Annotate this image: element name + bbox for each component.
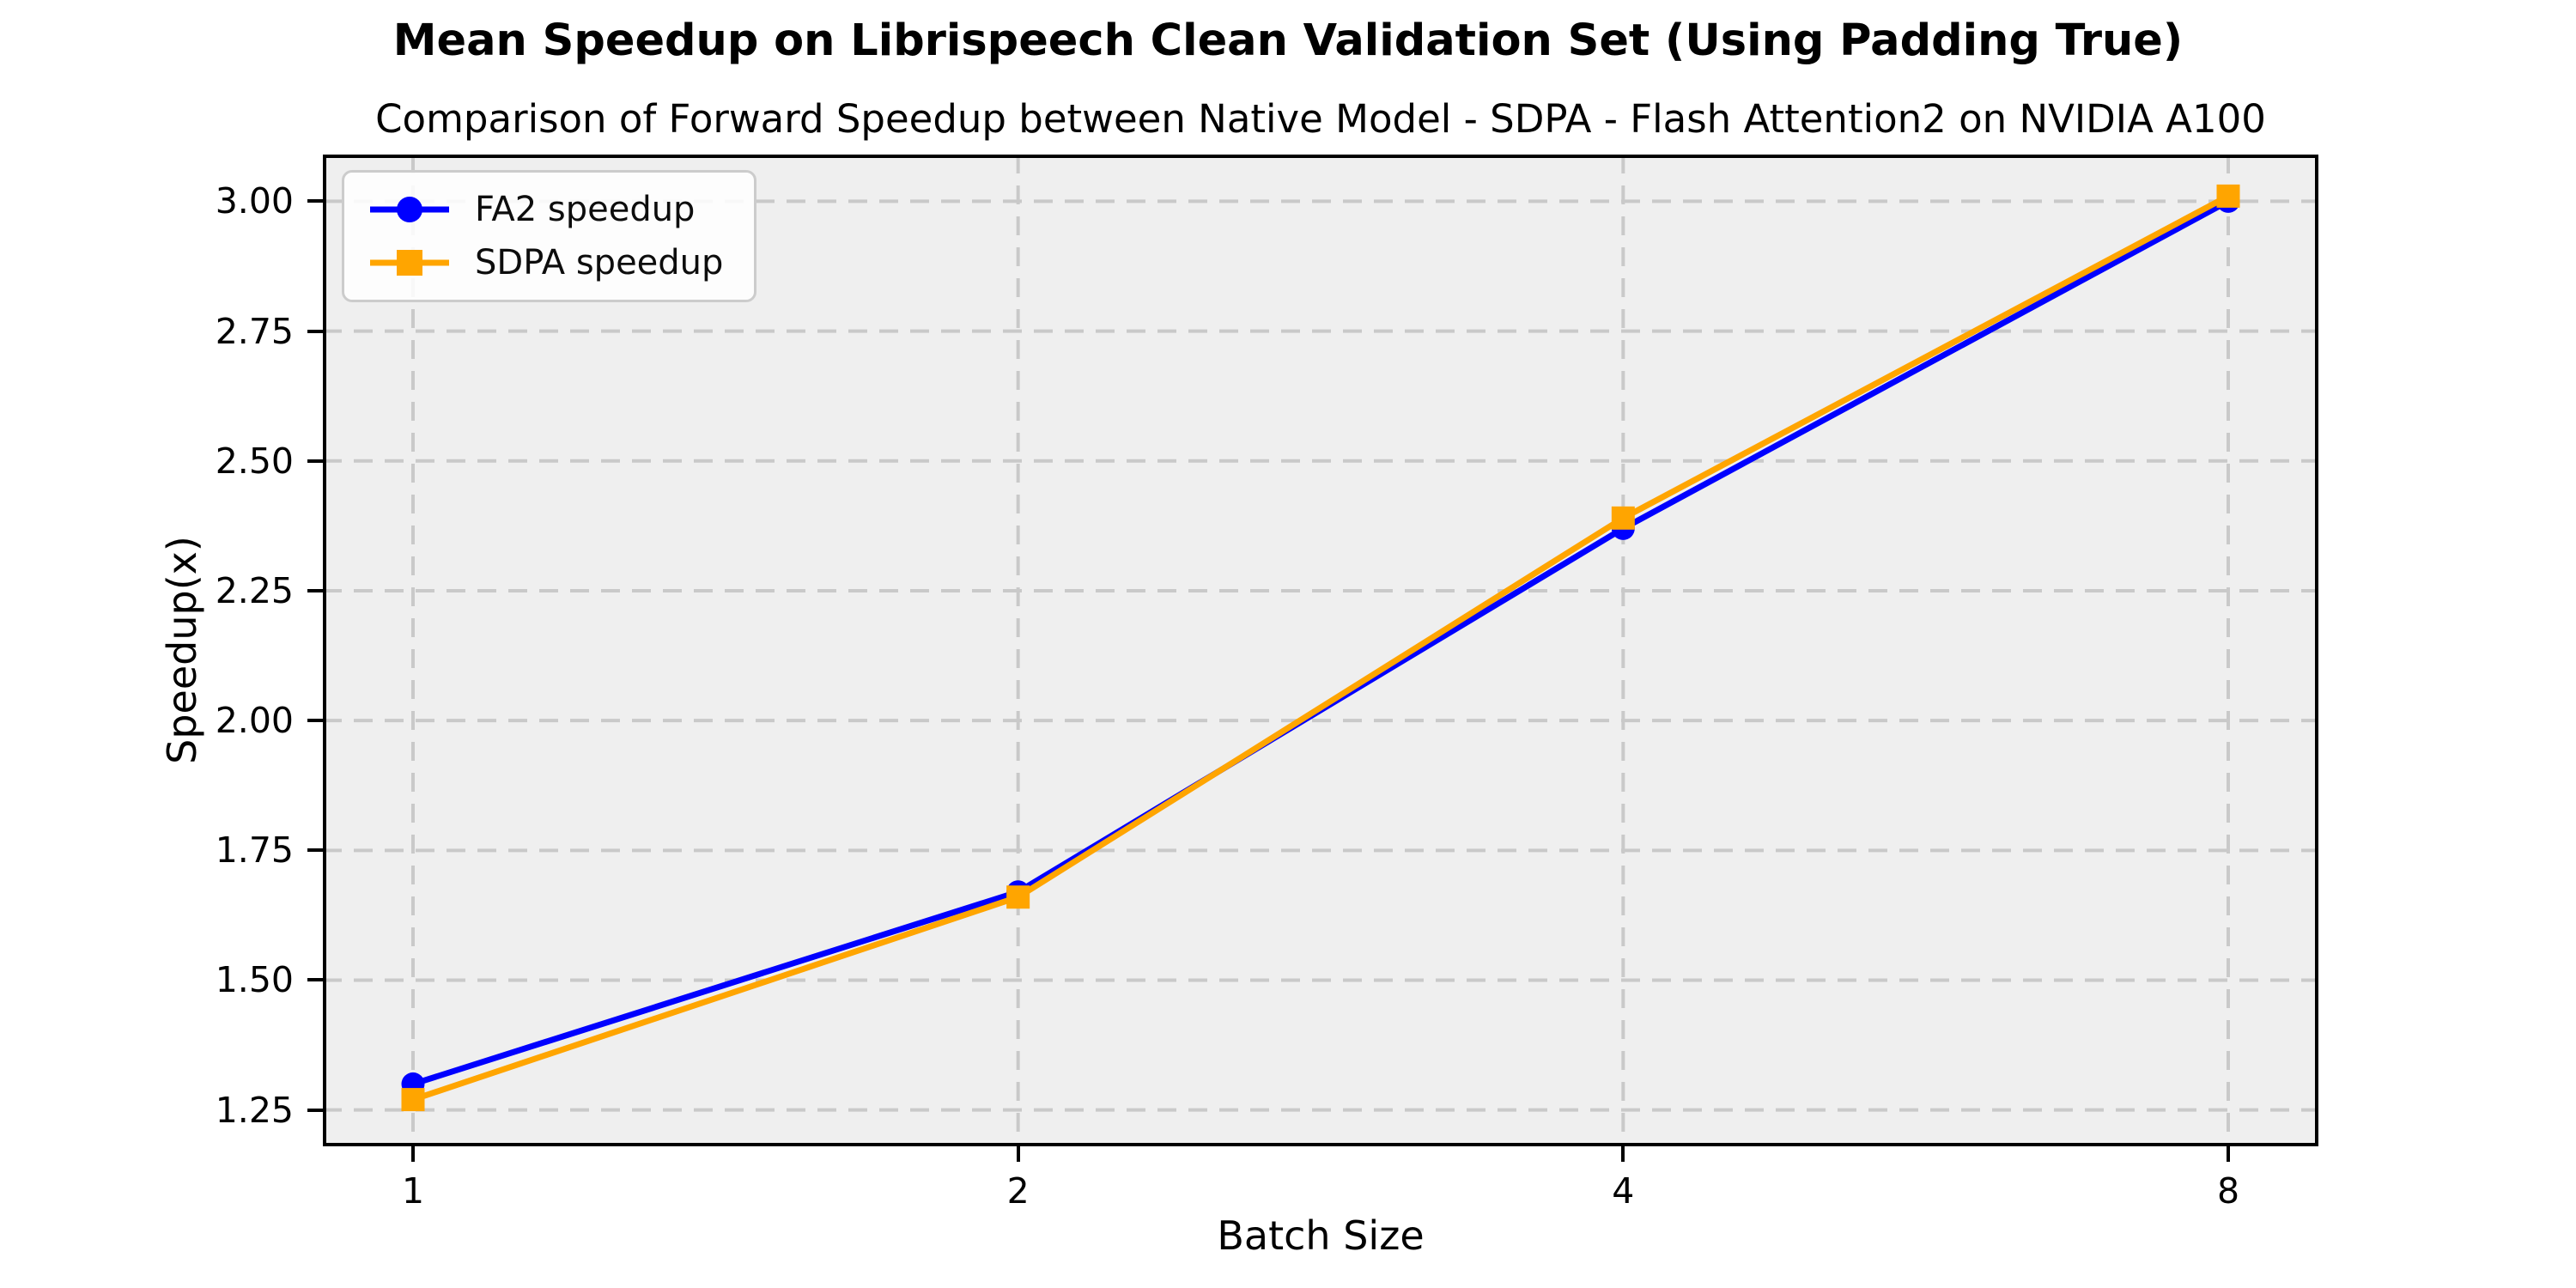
y-tick-mark-2.75	[307, 329, 323, 333]
legend-label: SDPA speedup	[475, 243, 724, 283]
y-tick-mark-2.50	[307, 459, 323, 463]
x-tick-label-1: 1	[401, 1170, 425, 1212]
y-tick-mark-1.50	[307, 978, 323, 982]
y-tick-mark-2.00	[307, 719, 323, 723]
y-tick-mark-1.75	[307, 848, 323, 853]
y-tick-label-2.00: 2.00	[215, 700, 294, 742]
legend: FA2 speedup SDPA speedup	[342, 170, 757, 302]
x-tick-mark-8	[2227, 1146, 2230, 1162]
plot-canvas	[323, 155, 2318, 1146]
marker-square-sdpa-speedup-1	[401, 1088, 425, 1112]
legend-handle	[370, 246, 449, 280]
legend-label: FA2 speedup	[475, 190, 696, 229]
y-tick-mark-2.25	[307, 588, 323, 592]
y-tick-label-2.50: 2.50	[215, 440, 294, 482]
series-line-sdpa-speedup	[411, 193, 2230, 1103]
y-tick-label-2.25: 2.25	[215, 569, 294, 611]
y-tick-label-3.00: 3.00	[215, 180, 294, 222]
legend-item-fa2-speedup: FA2 speedup	[370, 190, 723, 229]
x-tick-label-4: 4	[1612, 1170, 1635, 1212]
chart-subtitle: Comparison of Forward Speedup between Na…	[375, 96, 2266, 142]
legend-marker-circle-icon	[397, 197, 422, 222]
x-tick-mark-1	[411, 1146, 415, 1162]
x-tick-mark-2	[1016, 1146, 1020, 1162]
y-tick-mark-1.25	[307, 1108, 323, 1112]
y-tick-label-2.75: 2.75	[215, 310, 294, 352]
plot-background	[323, 155, 2318, 1146]
y-tick-mark-3.00	[307, 199, 323, 204]
marker-square-sdpa-speedup-2	[1006, 885, 1030, 909]
marker-square-sdpa-speedup-4	[1611, 506, 1635, 530]
chart-title: Mean Speedup on Librispeech Clean Valida…	[392, 15, 2184, 66]
y-axis-label: Speedup(x)	[159, 536, 205, 764]
marker-square-sdpa-speedup-8	[2216, 184, 2240, 208]
plot-area: FA2 speedup SDPA speedup	[323, 155, 2318, 1146]
x-tick-mark-4	[1621, 1146, 1625, 1162]
y-tick-label-1.75: 1.75	[215, 829, 294, 872]
x-tick-label-8: 8	[2216, 1170, 2240, 1212]
plot-frame	[323, 155, 2318, 1146]
legend-marker-square-icon	[397, 250, 422, 276]
x-tick-label-2: 2	[1006, 1170, 1030, 1212]
legend-item-sdpa-speedup: SDPA speedup	[370, 243, 723, 283]
y-tick-label-1.25: 1.25	[215, 1089, 294, 1131]
y-tick-label-1.50: 1.50	[215, 959, 294, 1001]
x-axis-label: Batch Size	[1217, 1212, 1425, 1259]
legend-handle	[370, 192, 449, 227]
